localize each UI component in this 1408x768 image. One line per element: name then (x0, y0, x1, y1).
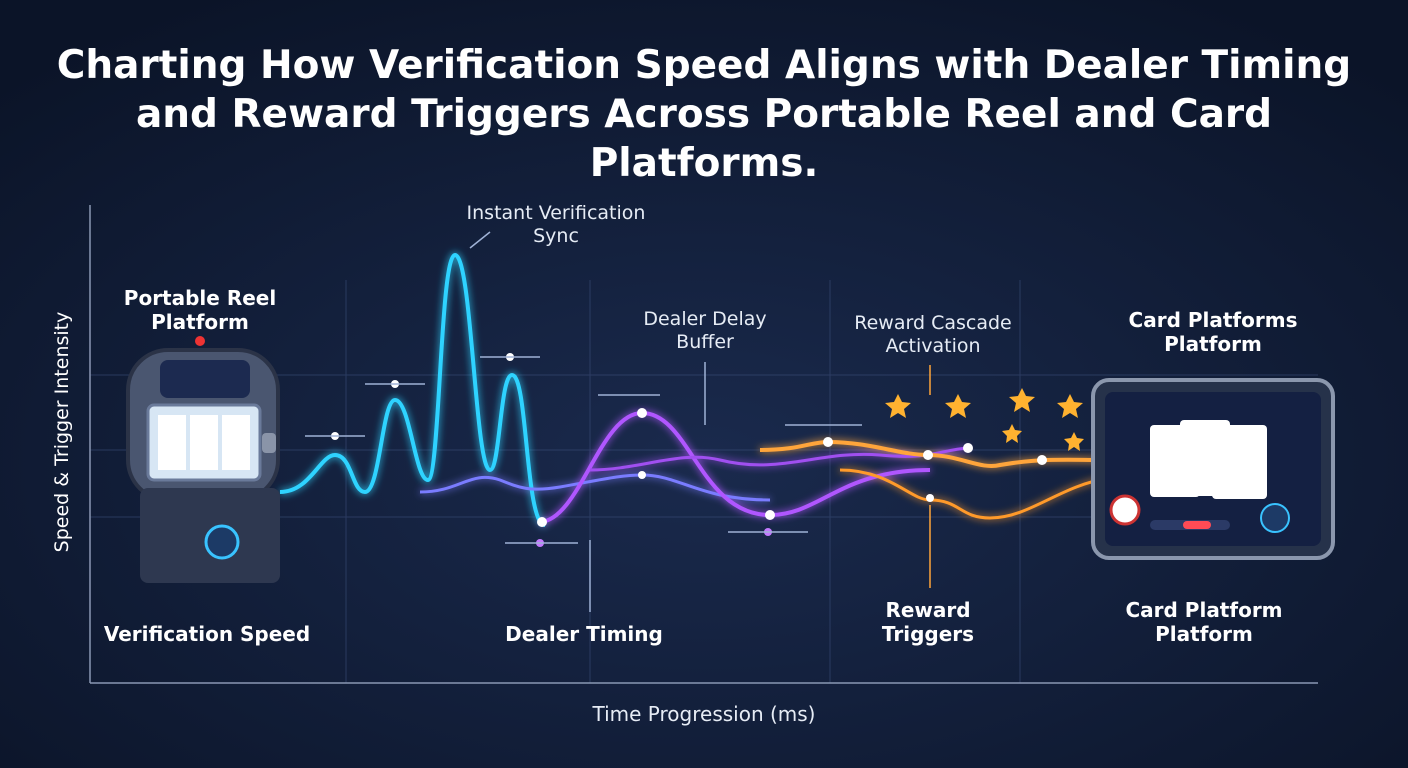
slot-machine (126, 336, 280, 583)
annotation: Instant Verification Sync (466, 202, 646, 247)
x-axis-label: Time Progression (ms) (592, 702, 816, 726)
annotation: Reward Cascade Activation (854, 312, 1012, 357)
stars (885, 388, 1084, 451)
y-axis-label: Speed & Trigger Intensity (51, 311, 73, 553)
series-label: Verification Speed (103, 622, 311, 646)
tablet (1091, 378, 1335, 560)
axes (89, 205, 1318, 684)
series-label: Reward Triggers (881, 598, 975, 646)
markers (331, 353, 1047, 547)
series-label: Dealer Timing (505, 622, 663, 646)
leaders (305, 231, 931, 612)
series-label: Card Platform Platform (1125, 598, 1283, 646)
platform-label: Portable Reel Platform (123, 286, 277, 334)
platform-label: Card Platforms Platform (1128, 308, 1298, 356)
title: Charting How Verification Speed Aligns w… (56, 43, 1352, 186)
annotation: Dealer Delay Buffer (643, 308, 767, 353)
